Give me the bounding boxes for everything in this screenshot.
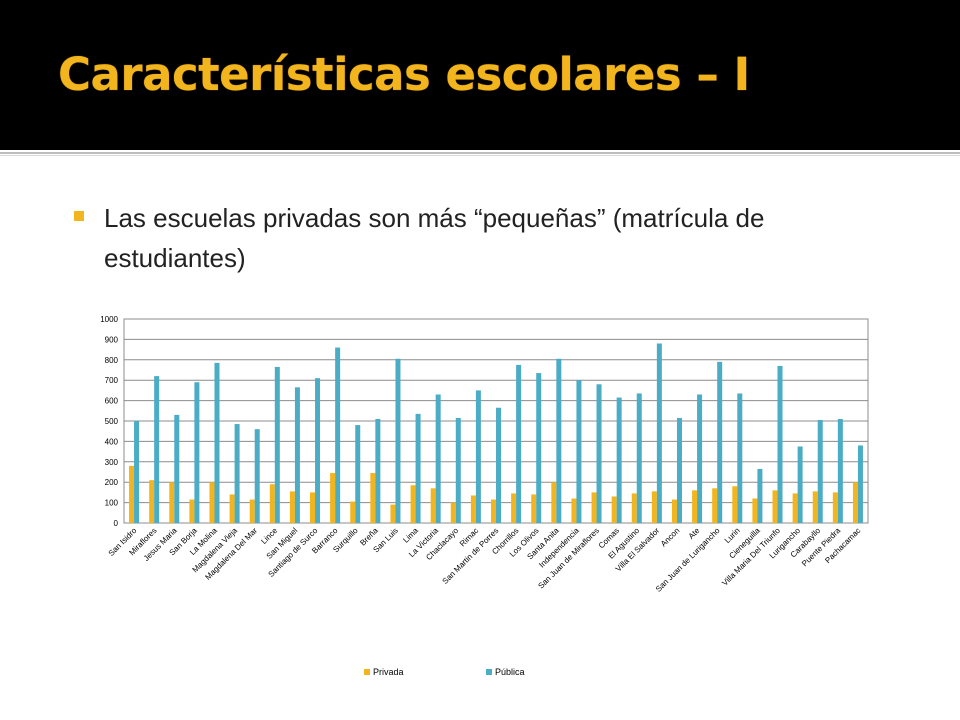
bar-publica xyxy=(335,347,341,523)
bar-privada xyxy=(289,491,295,523)
bar-privada xyxy=(752,498,758,523)
legend-label: Privada xyxy=(373,667,404,677)
bar-privada xyxy=(470,495,476,523)
bar-publica xyxy=(616,397,622,523)
y-tick-label: 0 xyxy=(114,519,119,528)
bar-privada xyxy=(310,492,316,523)
bar-privada xyxy=(511,493,517,523)
bar-privada xyxy=(390,504,396,523)
y-tick-label: 700 xyxy=(105,376,119,385)
bar-publica xyxy=(596,384,602,523)
x-tick-label: Ate xyxy=(687,526,702,541)
bar-privada xyxy=(712,488,718,523)
x-tick-label: Ancon xyxy=(659,526,681,548)
bar-publica xyxy=(516,364,522,523)
bar-publica xyxy=(817,419,823,523)
y-tick-label: 500 xyxy=(105,417,119,426)
bar-publica xyxy=(274,366,280,523)
bar-privada xyxy=(732,486,738,523)
bar-privada xyxy=(852,482,858,523)
bar-publica xyxy=(154,376,160,523)
title-divider-thin xyxy=(0,155,960,156)
y-tick-label: 100 xyxy=(105,499,119,508)
bar-publica xyxy=(355,425,361,523)
bar-privada xyxy=(209,482,215,523)
bar-publica xyxy=(837,418,843,523)
y-tick-label: 900 xyxy=(105,335,119,344)
bar-publica xyxy=(435,394,441,523)
bar-privada xyxy=(189,499,195,523)
bar-privada xyxy=(129,465,135,523)
legend-swatch-privada xyxy=(364,669,370,675)
bar-privada xyxy=(269,484,275,523)
title-bar xyxy=(0,0,960,150)
bar-publica xyxy=(797,446,803,523)
bar-privada xyxy=(671,499,677,523)
slide-title: Características escolares – I xyxy=(58,48,750,101)
bar-publica xyxy=(395,358,401,523)
bar-publica xyxy=(254,429,260,523)
bar-publica xyxy=(536,373,542,523)
bar-privada xyxy=(430,488,436,523)
bar-privada xyxy=(169,482,175,523)
y-tick-label: 400 xyxy=(105,437,119,446)
bar-publica xyxy=(717,361,723,523)
bar-privada xyxy=(531,494,537,523)
bar-privada xyxy=(410,485,416,523)
bar-publica xyxy=(737,393,743,523)
y-tick-label: 1000 xyxy=(100,315,118,324)
bar-privada xyxy=(692,490,698,523)
y-tick-label: 600 xyxy=(105,397,119,406)
bar-privada xyxy=(571,498,577,523)
bar-publica xyxy=(174,414,180,523)
bar-publica xyxy=(576,380,582,523)
bar-privada xyxy=(591,492,597,523)
bar-privada xyxy=(631,493,637,523)
bar-privada xyxy=(229,494,235,523)
bar-privada xyxy=(330,473,336,523)
bar-publica xyxy=(415,413,421,523)
legend-label: Pública xyxy=(495,667,525,677)
bar-privada xyxy=(772,490,778,523)
bar-publica xyxy=(475,390,481,523)
bar-publica xyxy=(656,343,662,523)
legend-swatch-publica xyxy=(486,669,492,675)
bar-privada xyxy=(149,480,155,523)
bar-publica xyxy=(636,393,642,523)
bar-privada xyxy=(651,491,657,523)
bar-publica xyxy=(757,468,763,523)
bar-publica xyxy=(134,421,140,523)
bar-privada xyxy=(249,499,255,523)
bar-publica xyxy=(697,394,703,523)
bar-privada xyxy=(551,482,557,523)
bar-publica xyxy=(315,378,321,523)
bar-privada xyxy=(812,491,818,523)
bullet-square-icon xyxy=(74,211,84,221)
bar-privada xyxy=(491,499,496,523)
bar-publica xyxy=(556,358,562,523)
bullet-text: Las escuelas privadas son más “pequeñas”… xyxy=(104,203,765,273)
bar-privada xyxy=(792,493,798,523)
bar-privada xyxy=(611,496,617,523)
bar-publica xyxy=(294,387,300,523)
bar-publica xyxy=(194,382,200,523)
bar-publica xyxy=(214,362,220,523)
bar-privada xyxy=(832,492,838,523)
title-divider xyxy=(0,152,960,154)
bar-publica xyxy=(777,365,783,523)
bar-publica xyxy=(234,424,240,523)
bar-publica xyxy=(496,407,501,523)
y-tick-label: 200 xyxy=(105,478,119,487)
y-tick-label: 800 xyxy=(105,356,119,365)
bar-publica xyxy=(857,445,863,523)
bar-privada xyxy=(450,502,456,523)
bar-privada xyxy=(370,473,376,523)
y-tick-label: 300 xyxy=(105,458,119,467)
bar-publica xyxy=(375,418,381,523)
bar-privada xyxy=(350,501,356,523)
bar-publica xyxy=(676,417,682,523)
bar-publica xyxy=(455,417,461,523)
